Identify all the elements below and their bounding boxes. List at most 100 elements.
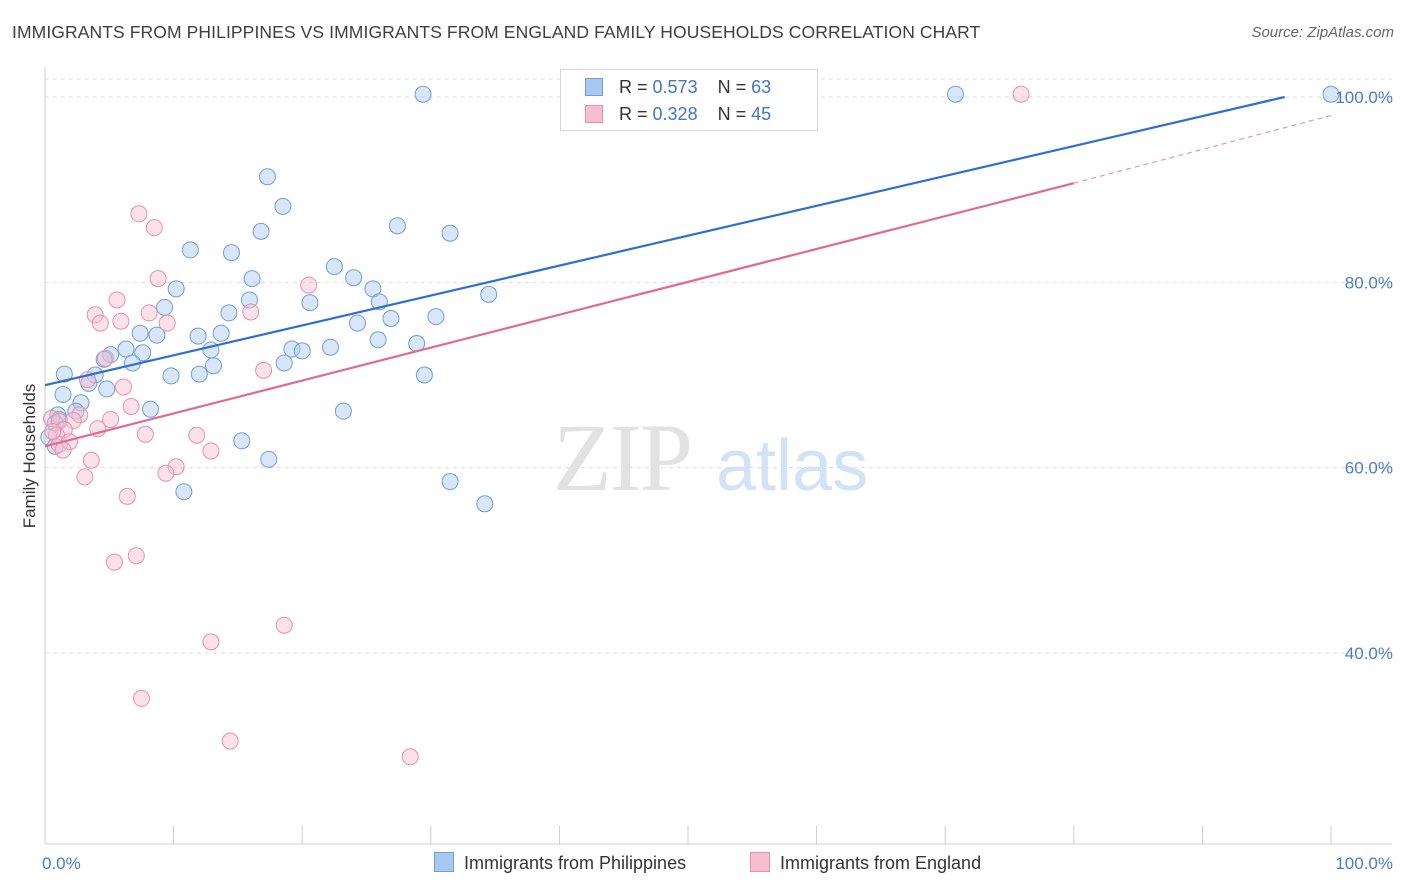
point-england [157,464,175,482]
point-philippines [325,258,343,276]
point-philippines [156,298,174,316]
point-philippines [441,224,459,242]
point-england [242,303,260,321]
n-value-england: 45 [751,104,772,124]
y-tick-label: 80.0% [1345,273,1393,292]
point-england [221,732,239,750]
trend-line-england-extension [1073,114,1332,184]
point-england [136,425,154,443]
point-philippines [190,365,208,383]
watermark-atlas: atlas [716,426,868,506]
data-points [40,85,1340,766]
point-england [167,458,185,476]
point-england [130,205,148,223]
point-philippines [252,222,270,240]
bottom-legend-swatch-blue [434,852,454,872]
bottom-legend-philippines: Immigrants from Philippines [434,852,686,874]
point-england [202,633,220,651]
source-label: Source: ZipAtlas.com [1251,24,1394,41]
point-philippines [243,270,261,288]
y-tick-label: 40.0% [1345,644,1393,663]
watermark-zip: ZIP [553,404,691,511]
r-value-philippines: 0.573 [652,77,698,97]
point-philippines [131,324,149,342]
point-england [118,487,136,505]
point-england [71,406,89,424]
trend-lines [44,95,1332,448]
point-england [158,314,176,332]
y-axis-label: Family Households [20,384,39,529]
point-philippines [321,338,339,356]
point-philippines [260,450,278,468]
y-tick-label: 60.0% [1345,459,1393,478]
x-tick-label: 0.0% [42,854,81,873]
point-england [82,451,100,469]
point-philippines [345,269,363,287]
point-philippines [181,241,199,259]
point-england [255,361,273,379]
point-philippines [480,285,498,303]
trend-line-england [44,182,1075,448]
point-philippines [334,402,352,420]
point-philippines [274,197,292,215]
point-england [1012,85,1030,103]
legend-box: R = 0.573 N = 63 R = 0.328 N = 45 [560,69,818,131]
point-england [140,304,158,322]
point-philippines [175,483,193,501]
point-england [114,378,132,396]
point-philippines [212,324,230,342]
point-england [102,410,120,428]
point-england [44,423,62,441]
n-value-philippines: 63 [751,77,772,97]
chart-title: IMMIGRANTS FROM PHILIPPINES VS IMMIGRANT… [12,22,981,42]
point-england [96,349,114,367]
point-philippines [117,340,135,358]
point-philippines [415,366,433,384]
point-england [64,411,82,429]
point-philippines [348,314,366,332]
point-philippines [414,85,432,103]
gridlines [45,78,1392,654]
point-philippines [95,350,113,368]
point-england [132,689,150,707]
point-philippines [222,244,240,262]
point-philippines [134,344,152,362]
bottom-legend-england: Immigrants from England [750,852,981,874]
point-england [105,553,123,571]
legend-swatch-blue [585,78,603,96]
point-england [108,291,126,309]
point-philippines [301,294,319,312]
point-england [149,270,167,288]
point-england [91,314,109,332]
point-philippines [98,380,116,398]
point-philippines [54,385,72,403]
point-philippines [233,432,251,450]
watermark: ZIP atlas [553,404,868,511]
point-england [127,547,145,565]
point-philippines [293,342,311,360]
point-england [300,276,318,294]
point-england [86,306,104,324]
point-england [275,616,293,634]
point-philippines [141,400,159,418]
point-philippines [220,304,238,322]
point-england [145,219,163,237]
point-england [401,748,419,766]
axis-labels: 40.0% 60.0% 80.0% 100.0% 0.0% 100.0% [42,88,1393,873]
point-philippines [275,354,293,372]
point-england [112,312,130,330]
point-philippines [476,495,494,513]
point-england [122,398,140,416]
point-philippines [167,280,185,298]
point-philippines [55,365,73,383]
point-philippines [1322,85,1340,103]
trend-line-philippines [44,95,1285,387]
point-philippines [189,327,207,345]
axes [44,67,1392,845]
point-philippines [441,473,459,491]
point-england [202,442,220,460]
point-philippines [388,217,406,235]
point-philippines [258,168,276,186]
point-philippines [162,367,180,385]
